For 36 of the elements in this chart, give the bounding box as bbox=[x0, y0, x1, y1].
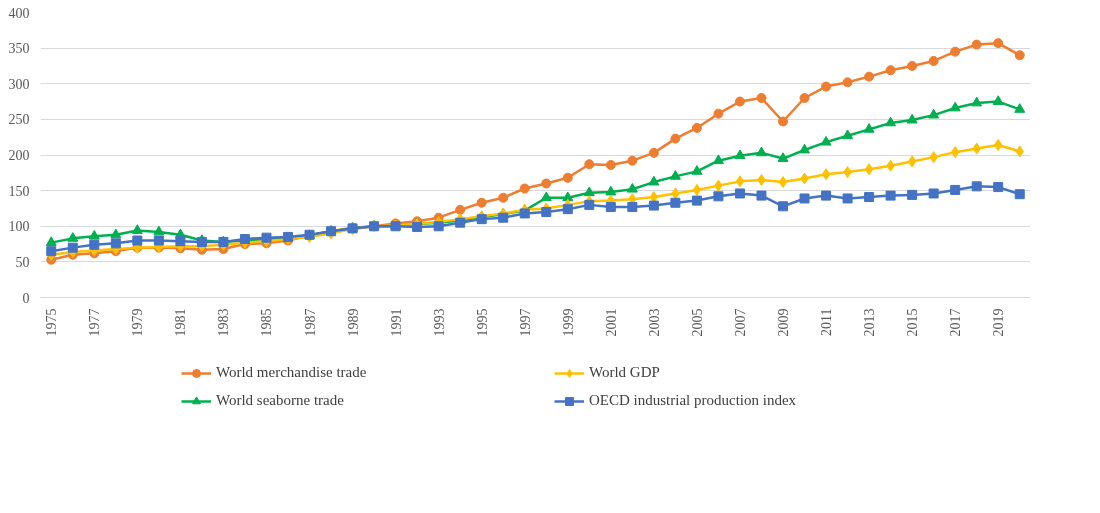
x-tick-label: 1981 bbox=[173, 308, 189, 337]
y-tick-label: 100 bbox=[8, 219, 30, 235]
y-tick-label: 200 bbox=[8, 148, 30, 163]
legend-label: OECD industrial production index bbox=[589, 392, 798, 409]
x-tick-label: 1993 bbox=[431, 308, 447, 337]
y-tick-label: 250 bbox=[8, 112, 30, 128]
x-tick-label: 1985 bbox=[259, 308, 275, 337]
x-tick-label: 1999 bbox=[560, 308, 576, 337]
x-tick-label: 1977 bbox=[87, 308, 103, 337]
x-tick-label: 1979 bbox=[130, 308, 146, 337]
y-tick-label: 0 bbox=[22, 290, 30, 306]
x-tick-label: 2009 bbox=[776, 308, 791, 337]
x-tick-label: 2003 bbox=[646, 308, 662, 337]
legend-label: World merchandise trade bbox=[216, 364, 368, 381]
x-tick-label: 1987 bbox=[302, 308, 318, 337]
x-tick-label: 1989 bbox=[345, 308, 361, 337]
x-tick-label: 2015 bbox=[905, 308, 921, 337]
x-tick-label: 2001 bbox=[603, 308, 619, 337]
y-tick-label: 50 bbox=[15, 254, 30, 270]
x-tick-label: 2007 bbox=[732, 308, 748, 337]
x-tick-label: 1983 bbox=[216, 308, 232, 337]
y-tick-label: 400 bbox=[8, 5, 30, 21]
y-tick-label: 300 bbox=[8, 76, 30, 92]
x-tick-label: 2019 bbox=[991, 308, 1007, 337]
x-tick-label: 1995 bbox=[474, 308, 490, 337]
y-tick-label: 150 bbox=[8, 183, 30, 199]
x-tick-label: 1997 bbox=[517, 308, 533, 337]
x-tick-label: 2011 bbox=[819, 308, 835, 336]
x-tick-label: 2017 bbox=[948, 308, 964, 337]
x-tick-label: 2005 bbox=[689, 308, 705, 337]
legend-label: World GDP bbox=[589, 364, 661, 381]
legend-label: World seaborne trade bbox=[216, 392, 345, 409]
x-tick-label: 1975 bbox=[44, 308, 60, 337]
x-tick-label: 1991 bbox=[388, 308, 404, 337]
y-tick-label: 350 bbox=[8, 41, 30, 57]
x-tick-label: 2013 bbox=[862, 308, 878, 337]
